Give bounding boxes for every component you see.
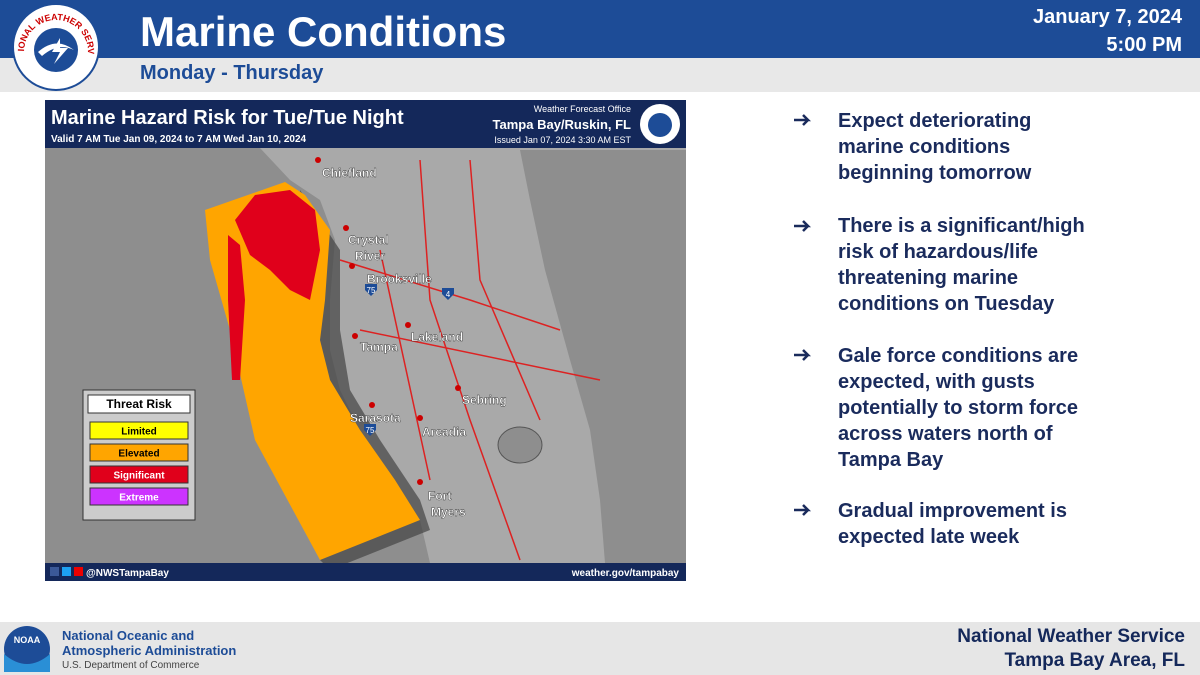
bullet: Gale force conditions are expected, with…	[838, 345, 1079, 471]
interstate: 4	[446, 290, 451, 299]
noaa-logo: NOAA	[4, 626, 50, 672]
city-line: Sarasota	[350, 411, 401, 425]
bullet: There is a significant/high risk of haza…	[838, 215, 1085, 315]
office-label: Weather Forecast Office	[534, 104, 631, 114]
time: 5:00 PM	[1106, 34, 1182, 56]
interstate: 75	[367, 286, 376, 295]
city-line: Sebring	[462, 393, 507, 407]
footer-bar	[0, 622, 1200, 675]
interstate: 75	[366, 426, 375, 435]
city: Lakeland	[411, 330, 463, 344]
city: Tampa	[360, 340, 398, 354]
url: weather.gov/tampabay	[571, 568, 680, 579]
noaa-logo-text: NOAA	[14, 635, 41, 645]
city: Sarasota	[350, 411, 401, 425]
city: Arcadia	[422, 425, 466, 439]
date: January 7, 2024	[1033, 6, 1182, 28]
city-line: Lakeland	[411, 330, 463, 344]
legend-label: Elevated	[118, 449, 159, 460]
hazard-map: Chiefland Crystal River Brooksville Tampa…	[45, 100, 686, 581]
city-line: Brooksville	[367, 272, 432, 286]
city: Chiefland	[322, 166, 377, 180]
bullet: Expect deteriorating marine conditions b…	[838, 110, 1032, 184]
subtitle: Monday - Thursday	[140, 62, 324, 84]
city-line: Chiefland	[322, 166, 377, 180]
issued: Issued Jan 07, 2024 3:30 AM EST	[494, 135, 631, 145]
city-line: Crystal	[348, 233, 389, 247]
city-line: Myers	[431, 505, 466, 519]
legend-swatch	[89, 465, 189, 484]
city: Fort Myers	[428, 489, 466, 519]
map-title: Marine Hazard Risk for Tue/Tue Night	[51, 107, 404, 129]
city-line: Fort	[428, 489, 451, 503]
legend-swatch	[89, 443, 189, 462]
bullet-arrows	[794, 114, 812, 516]
bullet: Gradual improvement is expected late wee…	[838, 500, 1067, 548]
noaa-name: National Oceanic and Atmospheric Adminis…	[62, 628, 236, 673]
footer-office: National Weather Service Tampa Bay Area,…	[957, 625, 1185, 673]
city-line: Tampa	[360, 340, 398, 354]
city: Crystal River	[348, 233, 389, 263]
header-bar	[0, 0, 1200, 58]
office: Tampa Bay/Ruskin, FL	[493, 117, 632, 132]
map-valid: Valid 7 AM Tue Jan 09, 2024 to 7 AM Wed …	[51, 134, 307, 145]
subheader-bar	[0, 58, 1200, 92]
office-line: Tampa Bay Area, FL	[1004, 650, 1185, 671]
city: Sebring	[462, 393, 507, 407]
legend-title: Threat Risk	[106, 397, 172, 411]
nws-logo: NATIONAL WEATHER SERVICE	[8, 2, 100, 91]
office-line: National Weather Service	[957, 626, 1185, 647]
city-line: River	[355, 249, 385, 263]
legend-label: Significant	[113, 471, 165, 482]
department: U.S. Department of Commerce	[62, 660, 200, 671]
city-line: Arcadia	[422, 425, 466, 439]
legend-swatch	[89, 421, 189, 440]
city: Brooksville	[367, 272, 432, 286]
legend-label: Extreme	[119, 493, 159, 504]
noaa-name-line: National Oceanic and	[62, 628, 195, 643]
legend-label: Limited	[121, 427, 157, 438]
social: @NWSTampaBay	[86, 568, 169, 579]
title: Marine Conditions	[140, 8, 507, 55]
legend-swatch	[89, 487, 189, 506]
noaa-name-line: Atmospheric Administration	[62, 643, 237, 658]
